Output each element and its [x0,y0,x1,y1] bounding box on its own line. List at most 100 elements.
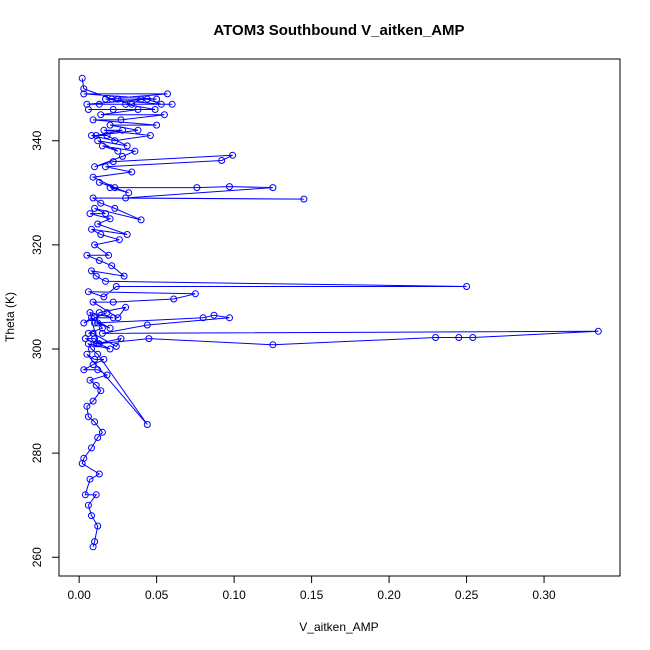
data-point [94,220,102,228]
data-point [86,309,94,317]
data-point [83,251,91,259]
data-point [86,475,94,483]
data-point [94,434,102,441]
data-point [151,106,159,113]
data-point [95,100,103,108]
data-point [84,288,92,296]
data-point [84,413,92,421]
data-point [199,314,207,322]
data-point [164,90,171,98]
data-point [111,184,119,192]
data-point [143,321,151,329]
data-point [146,132,154,139]
data-point [103,371,111,379]
data-point [103,309,111,317]
data-point [115,236,123,244]
data-point [88,267,95,275]
data-point [98,142,106,150]
y-axis: 260 280 300 320 340 [30,130,60,567]
data-point [89,329,97,337]
data-point [463,283,471,290]
data-point [91,163,99,171]
data-point [81,335,89,343]
data-point [455,334,463,341]
data-point [98,428,106,436]
data-point [106,121,114,129]
data-point [157,100,165,108]
data-point [80,90,88,98]
y-tick-label: 260 [30,547,44,567]
data-point [143,421,151,428]
data-point [84,340,92,348]
data-point [81,491,89,499]
data-point [128,100,136,108]
data-point [97,111,105,119]
data-point [92,491,100,499]
data-point [88,132,95,139]
data-point [91,319,99,327]
data-point [97,231,105,238]
data-point [109,298,117,306]
data-point [125,189,133,197]
x-axis-label: V_aitken_AMP [299,620,378,634]
x-tick-label: 0.25 [455,588,479,602]
data-point [83,350,91,358]
data-point [92,132,100,139]
data-point [89,298,97,306]
data-point [91,204,99,212]
data-point [218,157,226,164]
data-point [109,158,117,166]
data-point [88,345,95,353]
data-point [170,295,178,303]
data-point [210,311,218,319]
data-point [88,444,95,452]
data-point [98,329,106,337]
data-point [137,95,145,103]
data-point [193,184,201,192]
data-point [89,194,97,202]
data-point [134,126,142,134]
data-point [92,272,100,280]
data-point [120,272,128,280]
data-point [122,303,130,311]
data-point [112,342,120,350]
data-point [108,95,116,103]
data-point [469,334,477,341]
data-point [269,184,277,192]
data-point [94,366,102,374]
data-point [117,335,125,343]
data-point [83,100,91,108]
data-point [84,501,92,509]
data-point [95,257,103,264]
data-point [226,314,233,322]
y-tick-label: 280 [30,443,44,463]
data-point [95,309,103,317]
data-point [109,314,117,322]
data-point [102,210,109,218]
data-point [86,210,94,218]
data-point [106,324,114,332]
x-tick-label: 0.00 [67,588,91,602]
data-point [119,126,126,134]
data-point [89,116,97,124]
data-point [102,277,109,285]
x-tick-label: 0.10 [222,588,246,602]
data-point [191,290,199,298]
y-tick-label: 300 [30,339,44,359]
y-axis-label: Theta (K) [3,292,17,342]
data-point [95,470,103,478]
x-tick-label: 0.15 [300,588,324,602]
data-point [91,418,99,426]
data-point [94,350,102,358]
data-point [83,402,91,410]
data-point [89,397,97,405]
data-point [145,335,153,343]
data-point [432,334,440,341]
x-tick-label: 0.20 [377,588,401,602]
data-point [91,538,99,546]
data-point [112,283,120,290]
data-point [89,173,97,181]
chart-title: ATOM3 Southbound V_aitken_AMP [213,22,464,39]
